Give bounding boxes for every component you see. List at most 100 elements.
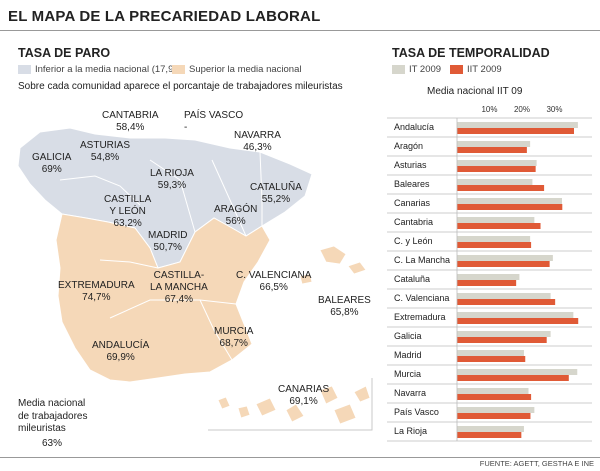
legend-iit-swatch <box>450 65 463 74</box>
region-value: 74,7% <box>82 292 111 303</box>
chart-bar-it <box>457 179 533 185</box>
region-value: 66,5% <box>259 282 288 293</box>
chart-bar-iit <box>457 356 526 362</box>
region-label-andalucia: ANDALUCÍA 69,9% <box>92 340 149 364</box>
region-label-cataluna: CATALUÑA 55,2% <box>250 182 302 206</box>
region-value: 63,2% <box>113 218 142 229</box>
national-average: Media nacional de trabajadores mileurist… <box>18 398 88 450</box>
chart-bar-iit <box>457 128 574 134</box>
chart-bar-it <box>457 274 520 280</box>
chart-bar-iit <box>457 432 522 438</box>
region-label-cantabria: CANTABRIA 58,4% <box>102 110 159 134</box>
chart-bar-iit <box>457 337 547 343</box>
chart-bar-it <box>457 255 553 261</box>
chart-category-label: Asturias <box>394 160 427 170</box>
region-label-murcia: MURCIA 68,7% <box>214 326 253 350</box>
chart-bar-it <box>457 331 551 337</box>
chart-tick-label: 10% <box>481 105 497 114</box>
region-value: 69,1% <box>289 396 318 407</box>
chart-bar-it <box>457 312 574 318</box>
canarias-frame <box>208 378 373 431</box>
region-label-c-valenciana: C. VALENCIANA 66,5% <box>236 270 311 294</box>
chart-category-label: Cataluña <box>394 274 430 284</box>
chart-bar-iit <box>457 394 532 400</box>
region-name: PAÍS VASCO <box>184 110 244 121</box>
chart-tick-label: 30% <box>546 105 562 114</box>
chart-category-label: Canarias <box>394 198 431 208</box>
region-label-madrid: MADRID 50,7% <box>148 230 187 254</box>
map-canarias <box>217 385 371 425</box>
chart-category-label: Cantabria <box>394 217 433 227</box>
chart-bar-iit <box>457 318 579 324</box>
chart-category-label: Navarra <box>394 388 426 398</box>
chart-bar-iit <box>457 242 532 248</box>
legend-it-swatch <box>392 65 405 74</box>
region-name: BALEARES <box>318 295 371 306</box>
legend-above-swatch <box>172 65 185 74</box>
region-label-baleares: BALEARES 65,8% <box>318 295 371 319</box>
chart-category-label: Madrid <box>394 350 422 360</box>
region-name: NAVARRA <box>234 130 281 141</box>
region-value: 69,9% <box>106 352 135 363</box>
region-value: 65,8% <box>330 307 359 318</box>
chart-bar-iit <box>457 166 536 172</box>
chart-bar-iit <box>457 280 517 286</box>
chart-bar-iit <box>457 261 550 267</box>
chart-category-label: C. La Mancha <box>394 255 450 265</box>
national-average-value: 63% <box>42 437 63 449</box>
chart-section-title: TASA DE TEMPORALIDAD <box>392 46 550 60</box>
chart-bar-iit <box>457 185 545 191</box>
chart-bar-iit <box>457 204 563 210</box>
region-value: - <box>184 122 188 133</box>
region-name: MURCIA <box>214 326 254 337</box>
region-name: ANDALUCÍA <box>92 340 150 351</box>
region-label-navarra: NAVARRA 46,3% <box>234 130 281 154</box>
chart-category-label: C. y León <box>394 236 433 246</box>
region-label-galicia: GALICIA 69% <box>32 152 71 176</box>
chart-category-label: Galicia <box>394 331 422 341</box>
legend-below-label: Inferior a la media nacional (17,92) <box>35 64 182 75</box>
footer-divider <box>0 457 600 458</box>
legend-below-swatch <box>18 65 31 74</box>
region-name: EXTREMADURA <box>58 280 135 291</box>
chart-bar-iit <box>457 413 531 419</box>
chart-bar-it <box>457 293 551 299</box>
chart-bar-iit <box>457 147 527 153</box>
chart-category-label: Murcia <box>394 369 421 379</box>
legend-below-national: Inferior a la media nacional (17,92) <box>18 64 182 75</box>
chart-category-label: Baleares <box>394 179 430 189</box>
source-note: FUENTE: AGETT, GESTHA E INE <box>479 459 594 468</box>
region-value: 56% <box>225 216 246 227</box>
chart-category-label: Andalucía <box>394 122 434 132</box>
region-name: GALICIA <box>32 152 72 163</box>
spain-map <box>17 127 373 431</box>
map-baleares <box>299 245 367 285</box>
chart-bar-it <box>457 236 531 242</box>
page-title: EL MAPA DE LA PRECARIEDAD LABORAL <box>8 8 321 25</box>
region-value: 68,7% <box>219 338 248 349</box>
region-name: CANTABRIA <box>102 110 159 121</box>
region-value: 50,7% <box>153 242 182 253</box>
region-value: 58,4% <box>116 122 145 133</box>
region-value: 67,4% <box>164 294 194 305</box>
legend-it-label: IT 2009 <box>409 64 442 75</box>
chart-legend-iit: IIT 2009 <box>450 64 502 75</box>
region-name: MADRID <box>148 230 188 241</box>
chart-category-label: Aragón <box>394 141 423 151</box>
chart-category-label: C. Valenciana <box>394 293 449 303</box>
region-name: LA RIOJA <box>150 168 194 179</box>
chart-category-label: Extremadura <box>394 312 446 322</box>
chart-bar-it <box>457 217 535 223</box>
chart-category-label: La Rioja <box>394 426 427 436</box>
map-internal-borders <box>59 151 263 361</box>
region-label-asturias: ASTURIAS 54,8% <box>80 140 130 164</box>
region-name: CANARIAS <box>278 384 330 395</box>
region-label-canarias: CANARIAS 69,1% <box>278 384 329 408</box>
region-value: 54,8% <box>90 152 120 163</box>
region-name: ARAGÓN <box>214 204 258 215</box>
chart-bar-it <box>457 122 578 128</box>
chart-legend-it: IT 2009 <box>392 64 441 75</box>
chart-bar-iit <box>457 299 556 305</box>
region-name: C. VALENCIANA <box>236 270 312 281</box>
chart-category-label: País Vasco <box>394 407 439 417</box>
